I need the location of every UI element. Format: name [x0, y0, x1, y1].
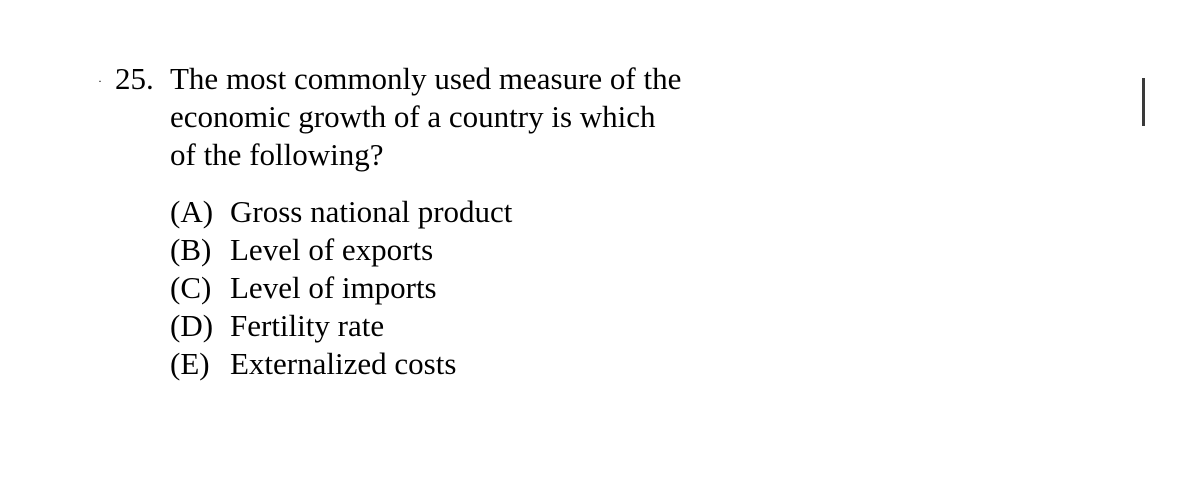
option-text: Level of exports — [230, 231, 433, 269]
question-block: · 25. The most commonly used measure of … — [115, 60, 1200, 383]
option-b[interactable]: (B) Level of exports — [170, 231, 1200, 269]
option-d[interactable]: (D) Fertility rate — [170, 307, 1200, 345]
options-block: (A) Gross national product (B) Level of … — [115, 193, 1200, 382]
option-text: Externalized costs — [230, 345, 456, 383]
question-stem: 25. The most commonly used measure of th… — [115, 60, 735, 173]
option-label: (A) — [170, 193, 230, 231]
option-c[interactable]: (C) Level of imports — [170, 269, 1200, 307]
question-number: 25. — [115, 60, 170, 98]
option-text: Level of imports — [230, 269, 437, 307]
question-text-line2: economic growth of a country is which — [115, 98, 735, 136]
option-label: (C) — [170, 269, 230, 307]
option-e[interactable]: (E) Externalized costs — [170, 345, 1200, 383]
option-a[interactable]: (A) Gross national product — [170, 193, 1200, 231]
question-line-1: 25. The most commonly used measure of th… — [115, 60, 735, 98]
option-text: Fertility rate — [230, 307, 384, 345]
option-label: (D) — [170, 307, 230, 345]
option-text: Gross national product — [230, 193, 512, 231]
question-text-line1: The most commonly used measure of the — [170, 60, 681, 98]
question-text-line3: of the following? — [115, 136, 735, 174]
option-label: (E) — [170, 345, 230, 383]
page-container: · 25. The most commonly used measure of … — [0, 0, 1200, 383]
scan-artifact-mark — [1142, 78, 1145, 126]
bullet-dot: · — [98, 74, 102, 89]
option-label: (B) — [170, 231, 230, 269]
